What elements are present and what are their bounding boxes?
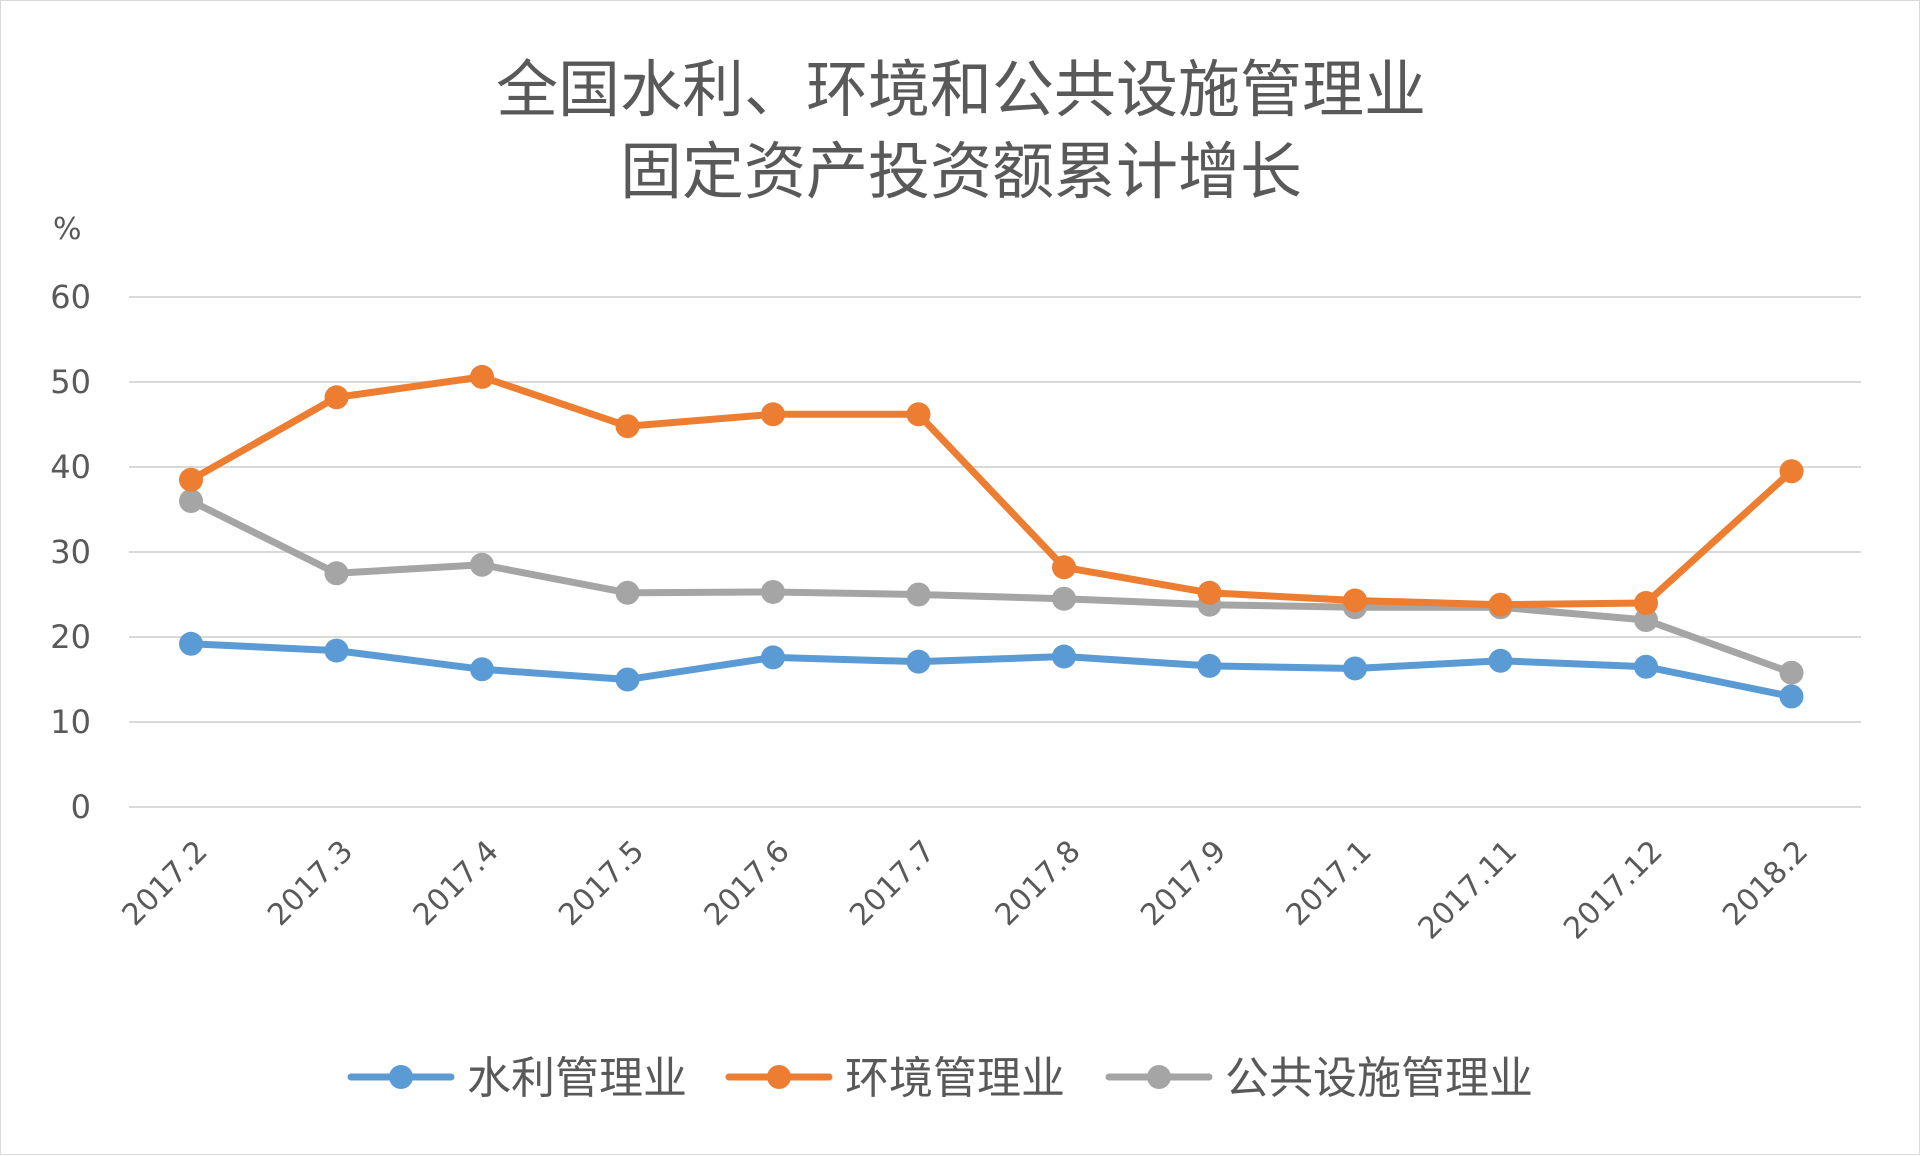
legend-marker — [389, 1065, 413, 1089]
data-point — [1197, 580, 1222, 605]
data-point — [1779, 660, 1804, 685]
data-point — [1634, 654, 1658, 679]
data-point — [1488, 648, 1513, 673]
chart-title-line-2: 固定资产投资额累计增长 — [619, 135, 1302, 208]
x-tick-label: 2017.8 — [989, 834, 1088, 933]
series-1 — [179, 364, 1804, 617]
data-point — [1343, 656, 1367, 681]
data-point — [1197, 653, 1222, 678]
data-point — [470, 364, 494, 389]
x-tick-label: 2017.2 — [116, 834, 215, 933]
y-tick-label: 60 — [50, 278, 91, 316]
data-point — [179, 631, 203, 656]
data-point — [324, 385, 349, 410]
legend-label: 环境管理业 — [845, 1053, 1065, 1104]
data-point — [1779, 684, 1804, 709]
series-lines — [179, 364, 1804, 709]
y-tick-label: 30 — [50, 533, 91, 571]
x-tick-label: 2017.1 — [1280, 834, 1379, 933]
data-point — [1052, 644, 1076, 669]
legend: 水利管理业 环境管理业 公共设施管理业 — [347, 1053, 1533, 1104]
legend-item: 水利管理业 — [347, 1053, 687, 1104]
x-tick-label: 2017.3 — [261, 834, 360, 933]
data-point — [761, 402, 785, 427]
legend-label: 公共设施管理业 — [1225, 1053, 1533, 1104]
data-point — [906, 582, 931, 607]
y-axis-unit: % — [53, 212, 82, 247]
data-point — [179, 467, 203, 492]
series-0 — [179, 631, 1804, 709]
x-tick-label: 2017.7 — [843, 834, 942, 933]
data-point — [1634, 591, 1658, 615]
x-tick-label: 2017.6 — [698, 834, 797, 933]
data-point — [1634, 608, 1658, 632]
data-point — [906, 649, 931, 674]
series-2 — [179, 489, 1804, 685]
x-tick-label: 2017.12 — [1557, 834, 1669, 946]
data-point — [1052, 586, 1076, 611]
series-line — [187, 373, 1795, 609]
data-point — [1779, 459, 1804, 484]
data-point — [761, 579, 785, 604]
y-tick-label: 50 — [50, 363, 91, 401]
data-point — [324, 638, 349, 663]
data-point — [324, 561, 349, 586]
y-tick-label: 40 — [50, 448, 91, 486]
series-line — [187, 640, 1795, 700]
x-tick-label: 2017.4 — [407, 834, 506, 933]
data-point — [906, 402, 931, 427]
series-line — [187, 497, 1795, 677]
x-axis-ticks: 2017.2 2017.3 2017.4 2017.5 2017.6 2017.7 2017… — [116, 834, 1815, 946]
y-tick-label: 20 — [50, 618, 91, 656]
legend-item: 公共设施管理业 — [1105, 1053, 1533, 1104]
data-point — [615, 414, 640, 439]
data-point — [179, 489, 203, 513]
chart-title-line-1: 全国水利、环境和公共设施管理业 — [495, 53, 1426, 126]
x-tick-label: 2017.5 — [552, 834, 651, 933]
data-point — [1343, 588, 1367, 613]
y-axis-ticks: 0 10 20 30 40 50 60 — [50, 278, 91, 826]
data-point — [1488, 592, 1513, 617]
legend-item: 环境管理业 — [725, 1053, 1065, 1104]
data-point — [470, 657, 494, 682]
y-tick-label: 0 — [71, 788, 91, 826]
legend-marker — [1147, 1065, 1171, 1089]
legend-marker — [767, 1065, 791, 1089]
x-tick-label: 2017.11 — [1412, 834, 1524, 946]
data-point — [615, 667, 640, 692]
data-point — [470, 552, 494, 577]
data-point — [615, 580, 640, 605]
gridlines — [129, 296, 1861, 808]
data-point — [1052, 555, 1076, 580]
y-tick-label: 10 — [50, 703, 91, 741]
legend-label: 水利管理业 — [467, 1053, 687, 1104]
data-point — [761, 645, 785, 670]
x-tick-label: 2017.9 — [1134, 834, 1233, 933]
x-tick-label: 2018.2 — [1716, 834, 1815, 933]
